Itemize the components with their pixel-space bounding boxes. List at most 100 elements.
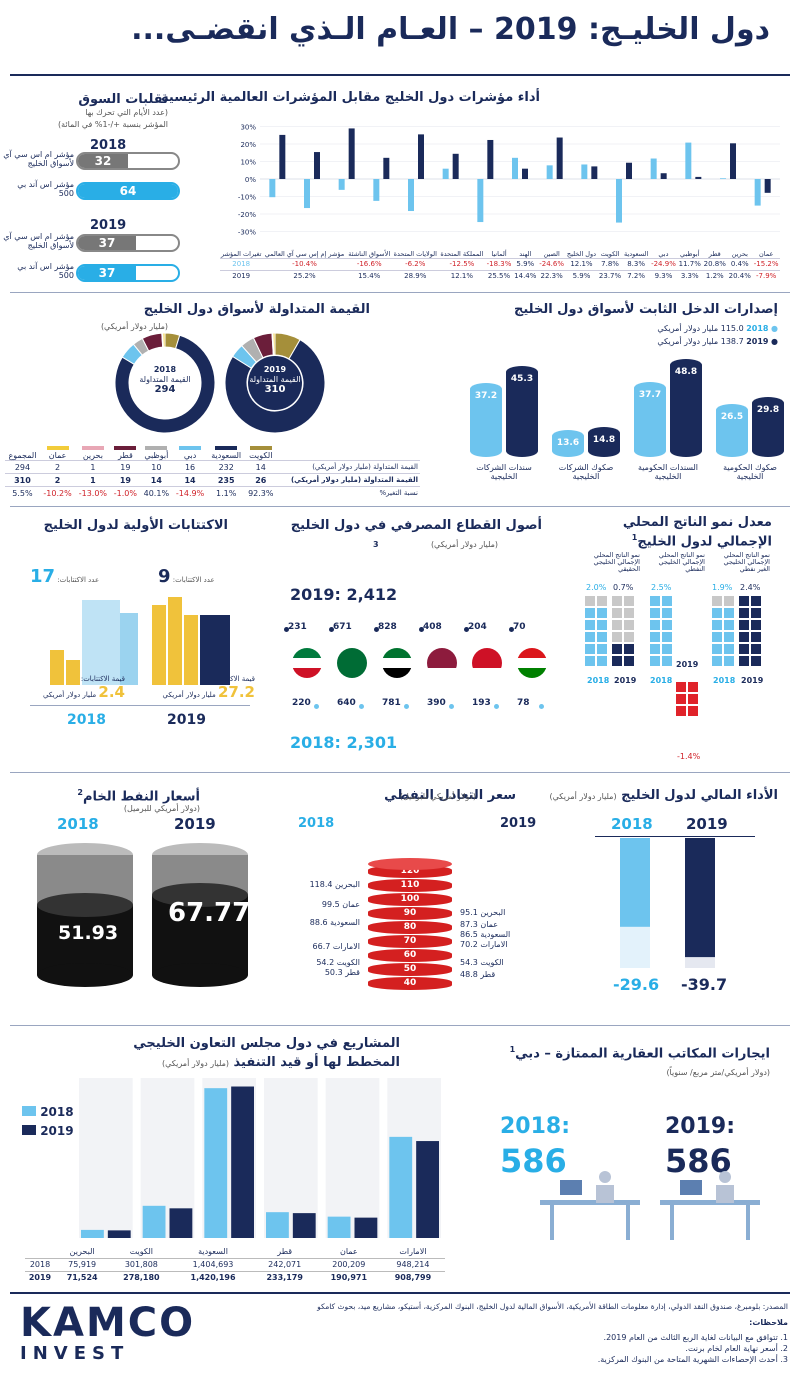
donut-slice-2019	[272, 332, 276, 356]
gdp-cell	[724, 632, 734, 642]
perf-bar-2019	[348, 128, 355, 179]
traded-cell-2018: 19	[110, 460, 141, 474]
perf-col-label: ألمانيا	[491, 249, 507, 258]
gdp-cell	[712, 644, 722, 654]
bank-dot	[329, 627, 334, 632]
gdp-y18-c: 2018	[713, 676, 736, 685]
bank-value-2018: 781	[382, 698, 401, 708]
proj-cell-2018: 200,209	[316, 1257, 381, 1271]
bank-value-2019: 231	[288, 622, 307, 632]
gdp-c3-2018: 1.9%	[712, 583, 733, 592]
traded-donuts	[114, 332, 326, 434]
perf-cell-2018: 5.9%	[512, 257, 538, 270]
be-right-label: السعودية 86.5	[460, 930, 511, 939]
fiscal-2018: 2018	[611, 815, 653, 833]
gdp-cell	[624, 596, 634, 606]
traded-legend-item: دبي	[172, 446, 207, 461]
gdp-c1-2018: 2.0%	[586, 583, 607, 592]
fixed-chart: 37.2 45.3 سندات الشركات الخليجية 13.6 14.8 صك…	[460, 345, 790, 505]
perf-cell-2019: 20.4%	[727, 269, 753, 282]
perf-table: تغيرات المؤشر مؤشر إم إس سي آي العالمي الأ…	[220, 232, 780, 282]
traded-legend-blank	[277, 446, 420, 461]
perf-cell-2019: 28.9%	[391, 269, 439, 282]
traded-cell-2019: 14	[172, 473, 208, 487]
perf-ytick: 30%	[240, 124, 256, 132]
office-desk-icon	[540, 1171, 760, 1240]
gdp-cell	[751, 596, 761, 606]
traded-cell-change: -14.9%	[172, 486, 208, 500]
rent-unit: (دولار أمريكي/متر مربع/ سنوياً)	[666, 1068, 770, 1077]
ipo-count-2019: عدد الاكتتابات: 9	[158, 566, 215, 587]
fixed-cylinder-2019: 48.8	[670, 359, 702, 457]
perf-col-label: الكويت	[600, 249, 620, 258]
proj-cell-2019: 233,179	[252, 1270, 317, 1284]
perf-col-label: دول الخليج	[566, 249, 597, 258]
perf-bar-2018	[442, 168, 449, 179]
gdp-cell	[739, 596, 749, 606]
vol-sub2: المؤشر بنسبة +/-1% في المائة)	[57, 120, 168, 129]
proj-bar-2019	[107, 1230, 131, 1238]
bank-value-2018: 78	[517, 698, 530, 708]
perf-col-label: الهند	[519, 249, 532, 258]
proj-bar-2018	[204, 1088, 228, 1238]
gdp-c3-2019: 2.4%	[740, 583, 761, 592]
gdp-cell	[688, 682, 698, 692]
gdp-cell	[751, 632, 761, 642]
ipo-2019: 2019	[167, 712, 206, 728]
legend-swatch	[215, 446, 238, 450]
perf-bar-2018	[512, 157, 518, 179]
perf-cell-2018: -15.2%	[752, 257, 780, 270]
vol-title: تقلبات السوق	[78, 92, 168, 107]
kamco-logo: KAMCO INVEST	[20, 1303, 195, 1365]
gdp-c2-2019: -1.4%	[677, 752, 701, 761]
perf-bar-2018	[720, 178, 726, 179]
crude-val-2019: 67.77	[168, 898, 251, 928]
crude-val-2018: 51.93	[58, 922, 119, 944]
gdp-cell	[662, 656, 672, 666]
projects-title1: المشاريع في دول مجلس التعاون الخليجي	[133, 1036, 400, 1051]
gdp-cell	[676, 694, 686, 704]
be-2019: 2019	[500, 816, 537, 831]
gdp-cell	[612, 656, 622, 666]
bank-unit: (مليار دولار أمريكي)	[430, 540, 498, 549]
gdp-grid-c2-2018	[650, 596, 672, 666]
proj-cell-2018: 75,919	[55, 1257, 110, 1271]
bank-total-2019: 2019: 2,412	[290, 585, 398, 604]
proj-bar-2018	[81, 1229, 104, 1238]
traded-legend-item: عمان	[40, 446, 75, 461]
perf-cell-2019: 25.2%	[262, 269, 347, 282]
flag-icon	[382, 648, 412, 678]
perf-cell-2018: 11.7%	[677, 257, 703, 270]
bank-value-2018: 220	[292, 698, 311, 708]
gdp-cell	[585, 596, 595, 606]
traded-cell-change: 5.5%	[5, 486, 40, 500]
gdp-cell	[724, 656, 734, 666]
gdp-cell	[712, 596, 722, 606]
be-tick: 100	[368, 893, 452, 906]
gdp-cell	[585, 608, 595, 618]
proj-cell-2019: 190,971	[316, 1270, 381, 1284]
bank-dot	[374, 627, 379, 632]
traded-table: المجموع عمان بحرين قطر أبوظبي دبي السعودية الكو…	[5, 446, 420, 500]
traded-cell-2019: 235	[207, 473, 245, 487]
traded-title: القيمة المتداولة لأسواق دول الخليج	[143, 302, 370, 317]
rent-2018: 2018: 586	[500, 1114, 571, 1180]
gdp-cell	[688, 694, 698, 704]
gdp-cell	[650, 656, 660, 666]
perf-cell-2018: 7.8%	[597, 257, 623, 270]
proj-bar-2019	[292, 1213, 316, 1238]
gdp-cell	[712, 620, 722, 630]
gdp-c2-2018: 2.5%	[651, 583, 672, 592]
fiscal-val-2018: -29.6	[613, 975, 660, 994]
vol-sp-value-2019: 37	[78, 266, 136, 280]
perf-bar-2018	[338, 179, 345, 190]
perf-ytick: -20%	[238, 211, 256, 219]
proj-bar-2018	[327, 1216, 351, 1238]
gdp-cell	[650, 644, 660, 654]
perf-bar-2018	[546, 165, 553, 179]
proj-cell-2019: 1,420,196	[173, 1270, 253, 1284]
fixed-legend-2018: ● 2018 115.0 مليار دولار أمريكي	[657, 324, 778, 333]
footer-notes-title: ملاحظات:	[749, 1318, 788, 1327]
traded-cell-2019: 14	[140, 473, 173, 487]
gdp-cell	[612, 632, 622, 642]
